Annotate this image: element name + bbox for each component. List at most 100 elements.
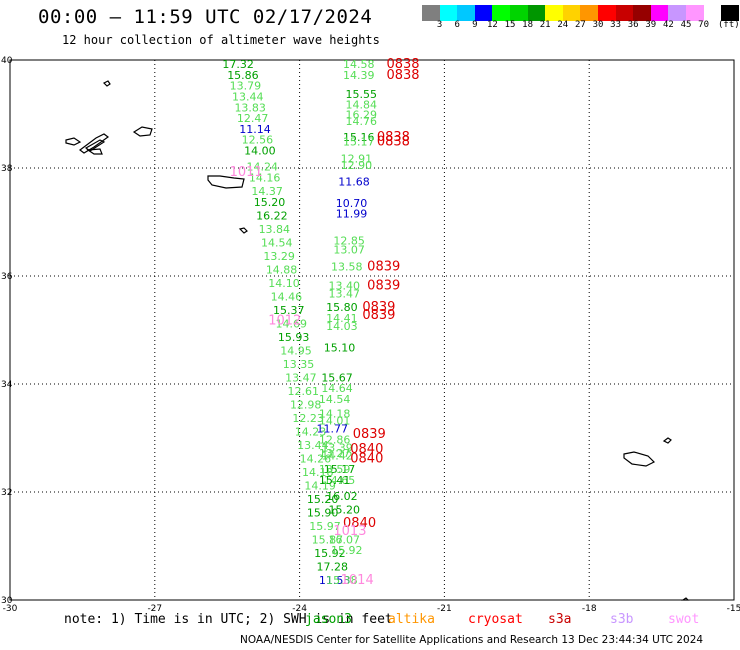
- color-swatch: [668, 5, 686, 21]
- legend-item-s3a: s3a: [548, 612, 572, 627]
- wave-height-label: 12.85: [333, 235, 365, 248]
- pass-time-label: 0838: [386, 57, 419, 72]
- y-tick-label: 32: [1, 488, 12, 498]
- x-tick-label: -15: [727, 604, 740, 614]
- map-title: 00:00 – 11:59 UTC 02/17/2024: [38, 6, 373, 28]
- y-tick-label: 36: [1, 272, 13, 282]
- color-swatch: [492, 5, 510, 21]
- color-swatch: [685, 5, 704, 21]
- island-porto-santo: [662, 437, 672, 444]
- wave-height-label: 15.10: [324, 342, 356, 355]
- wave-height-label: 14.69: [275, 317, 307, 330]
- pass-time-label: 0839: [362, 300, 395, 315]
- wave-height-label: 14.41: [326, 312, 358, 325]
- island-graciosa: [65, 137, 82, 146]
- wave-height-label: 15.92: [314, 547, 346, 560]
- wave-height-label: 13.35: [283, 358, 315, 371]
- wave-height-label: 14.37: [251, 185, 282, 198]
- pass-time-label: 1013: [333, 524, 366, 539]
- wave-height-label: 13.79: [230, 80, 262, 93]
- pass-time-label: 0839: [367, 260, 400, 275]
- wave-height-label: 15.93: [278, 331, 310, 344]
- color-scale-label: 42: [662, 20, 674, 30]
- wave-height-label: 15.86: [227, 69, 259, 82]
- pass-time-label: 0840: [350, 442, 383, 457]
- wave-height-label: 12.47: [237, 112, 269, 125]
- pass-time-label: 1014: [341, 573, 374, 588]
- wave-height-label: 15.80: [326, 301, 358, 314]
- wave-height-label: 11.53: [319, 574, 351, 587]
- color-swatch: [422, 5, 440, 21]
- wave-height-label: 16.02: [326, 490, 358, 503]
- island-pico: [79, 133, 110, 154]
- wave-height-label: 13.40: [329, 280, 361, 293]
- color-swatch: [633, 5, 651, 21]
- color-swatch: [721, 5, 739, 21]
- wave-height-label: 14.39: [343, 69, 375, 82]
- island-desertas: [681, 597, 690, 601]
- color-swatch: [509, 5, 528, 21]
- map-frame: [9, 59, 735, 601]
- wave-height-label: 12.91: [341, 153, 373, 166]
- wave-height-label: 12.90: [341, 159, 373, 172]
- wave-height-label: 14.18: [302, 466, 334, 479]
- color-scale-unit: (ft): [718, 20, 740, 30]
- island-faial: [86, 148, 103, 155]
- y-tick-label: 34: [1, 380, 13, 390]
- pass-time-label: 1011: [230, 165, 263, 180]
- wave-height-label: 14.58: [343, 58, 375, 71]
- wave-height-label: 15.17: [343, 135, 375, 148]
- wave-height-label: 13.07: [333, 243, 365, 256]
- wave-height-label: 15.41: [319, 474, 351, 487]
- madeira-islands: [623, 437, 690, 601]
- axis-tick-labels: -30 -27 -24 -21 -18 -15 40 38 36 34 32 30: [1, 56, 740, 614]
- wave-height-label: 12.23: [292, 412, 324, 425]
- y-tick-label: 40: [1, 56, 13, 66]
- wave-height-label: 14.46: [271, 290, 303, 303]
- credit-footer: NOAA/NESDIS Center for Satellite Applica…: [240, 634, 704, 646]
- color-scale-label: 6: [454, 20, 460, 30]
- island-terceira: [132, 126, 153, 137]
- wave-height-label: 13.83: [234, 101, 266, 114]
- pass-time-label: 0840: [343, 516, 376, 531]
- wave-height-label: 14.26: [300, 452, 332, 465]
- legend-item-cryosat: cryosat: [468, 612, 523, 627]
- color-scale-label: 36: [627, 20, 639, 30]
- pass-time-label: 1012: [268, 314, 301, 329]
- map-gridlines: [10, 60, 734, 600]
- wave-height-label: 16.29: [345, 108, 377, 121]
- color-scale-label: 24: [557, 20, 569, 30]
- color-scale-label: 45: [680, 20, 692, 30]
- color-swatch: [545, 5, 563, 21]
- wave-height-label: 12.86: [319, 433, 351, 446]
- wave-height-label: 15.55: [345, 88, 377, 101]
- color-scale-label: 70: [698, 20, 710, 30]
- color-swatch: [615, 5, 634, 21]
- wave-height-label: 13.47: [285, 371, 317, 384]
- wave-height-label: 11.99: [336, 208, 368, 221]
- color-swatch: [650, 5, 669, 21]
- island-flores: [102, 80, 111, 87]
- wave-height-label: 13.58: [331, 261, 363, 274]
- color-scale-label: 18: [522, 20, 534, 30]
- wave-height-label: 12.56: [242, 134, 274, 147]
- wave-height-label: 14.00: [244, 145, 275, 158]
- color-scale-label: 27: [574, 20, 586, 30]
- wave-height-label: 13.29: [263, 250, 295, 263]
- map-border: [9, 59, 735, 601]
- footnote: note: 1) Time is in UTC; 2) SWH is in fe…: [64, 612, 393, 627]
- wave-height-label: 14.10: [268, 277, 300, 290]
- wave-height-label: 14.03: [326, 320, 358, 333]
- wave-height-label: 17.32: [222, 58, 254, 71]
- wave-height-label: 14.01: [319, 415, 351, 428]
- wave-height-label: 13.39: [321, 442, 353, 455]
- color-scale-label: 33: [610, 20, 622, 30]
- pass-time-label: 0838: [386, 68, 419, 83]
- wave-height-label: 12.98: [290, 398, 322, 411]
- wave-height-label: 14.64: [321, 382, 353, 395]
- color-swatch: [597, 5, 616, 21]
- color-scale-label: 21: [539, 20, 551, 30]
- color-swatch: [457, 5, 475, 21]
- wave-height-label: 14.18: [319, 407, 351, 420]
